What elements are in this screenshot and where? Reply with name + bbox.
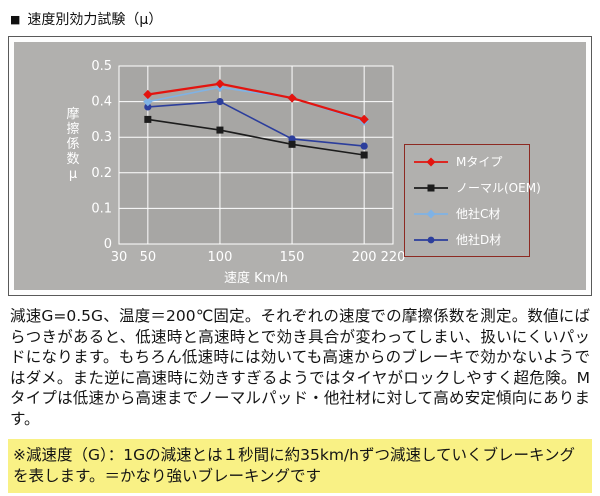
x-tick-label: 30 <box>111 250 128 265</box>
x-tick-label: 200 <box>352 250 377 265</box>
legend-key-icon <box>414 236 448 243</box>
x-tick-label: 50 <box>140 250 157 265</box>
data-point-diamond <box>287 93 297 103</box>
data-point-circle <box>288 135 296 143</box>
description-paragraph: 減速G=0.5G、温度＝200℃固定。それぞれの速度での摩擦係数を測定。数値にば… <box>10 307 590 429</box>
chart-panel: 30 50 100 150 200 220 0 0.1 0.2 0.3 0.4 0.5 速度 Km/h 摩… <box>14 42 586 290</box>
legend-label: 他社D材 <box>456 233 502 247</box>
data-point-square <box>216 126 224 134</box>
legend-item: ノーマル(OEM) <box>413 179 541 196</box>
y-tick-label: 0 <box>104 237 112 252</box>
legend-item: 他社C材 <box>413 205 521 222</box>
series-line-3 <box>147 100 365 147</box>
chart-container: 30 50 100 150 200 220 0 0.1 0.2 0.3 0.4 0.5 速度 Km/h 摩… <box>8 36 592 296</box>
section-bullet-icon: ■ <box>10 12 21 26</box>
x-tick-label: 100 <box>208 250 233 265</box>
y-tick-label: 0.3 <box>91 130 112 145</box>
friction-line-chart: 30 50 100 150 200 220 0 0.1 0.2 0.3 0.4 0.5 速度 Km/h 摩… <box>66 59 406 286</box>
legend-key-icon <box>414 157 448 166</box>
legend-key-icon <box>414 209 448 218</box>
data-point-square <box>360 151 368 159</box>
chart-legend: Mタイプノーマル(OEM) 他社C材他社D材 <box>404 144 541 257</box>
y-tick-label: 0.2 <box>91 166 112 181</box>
data-point-circle <box>144 103 152 111</box>
data-point-circle <box>216 98 224 106</box>
x-tick-label: 150 <box>280 250 305 265</box>
series-line-1 <box>147 118 365 156</box>
legend-item: Mタイプ <box>413 153 521 170</box>
note-box: ※減速度（G）：1Gの減速とは１秒間に約35km/hずつ減速していくブレーキング… <box>8 438 592 493</box>
legend-label: ノーマル(OEM) <box>456 181 541 195</box>
section-title: 速度別効力試験（μ） <box>27 12 163 28</box>
legend-item: 他社D材 <box>413 231 521 248</box>
note-text: ※減速度（G）：1Gの減速とは１秒間に約35km/hずつ減速していくブレーキング… <box>13 445 576 485</box>
legend-key-icon <box>414 184 448 191</box>
data-point-diamond <box>215 79 225 89</box>
section-header: ■ 速度別効力試験（μ） <box>8 6 592 36</box>
plot-area <box>118 65 394 245</box>
y-tick-label: 0.1 <box>91 201 112 216</box>
data-point-diamond <box>143 97 153 107</box>
legend-label: 他社C材 <box>456 207 501 221</box>
y-tick-label: 0.4 <box>91 95 112 110</box>
data-point-square <box>144 115 152 123</box>
x-tick-label: 220 <box>381 250 406 265</box>
series-line-0 <box>147 82 365 121</box>
y-tick-label: 0.5 <box>91 59 112 74</box>
data-point-diamond <box>359 114 369 124</box>
y-axis-title: 摩擦係数 μ <box>66 106 79 182</box>
x-axis-title: 速度 Km/h <box>224 270 288 286</box>
data-point-circle <box>360 142 368 150</box>
data-point-diamond <box>143 89 153 100</box>
legend-label: Mタイプ <box>456 155 503 169</box>
data-point-square <box>288 140 296 148</box>
